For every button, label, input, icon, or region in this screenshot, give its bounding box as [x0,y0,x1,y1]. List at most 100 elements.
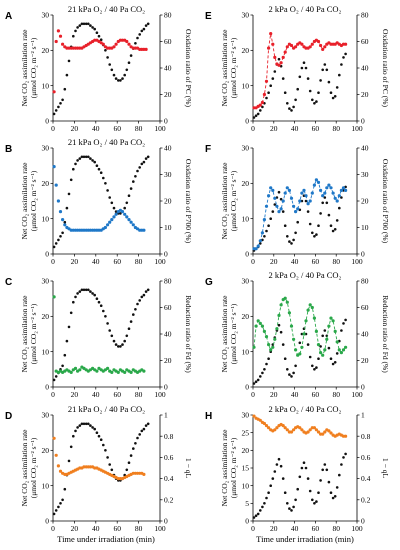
data-point [292,105,295,109]
data-point [339,351,343,355]
data-point [294,348,298,352]
y-tick-label-right: 40 [164,144,172,153]
x-tick-label: 60 [113,124,121,133]
data-point [52,112,56,116]
data-point [306,77,310,80]
data-point [138,166,141,169]
data-point [311,98,314,102]
data-point [285,45,289,49]
data-point [254,324,258,328]
data-point [277,457,281,461]
y-tick-label-right: 0 [164,250,168,259]
series-assimilation [52,155,150,249]
data-point [298,475,302,479]
data-point [341,348,346,352]
data-point [78,368,82,372]
data-point [110,370,114,374]
data-point [300,428,304,432]
data-point [306,210,310,213]
data-point [308,222,312,226]
x-tick-label: 40 [291,390,299,399]
data-point [104,49,107,52]
data-point [95,431,99,435]
y-label-right: Oxidation ratio of PC (%) [381,29,390,107]
data-point [72,434,75,438]
data-point [300,191,304,195]
data-point [112,45,116,49]
data-point [321,201,325,205]
data-point [106,223,110,227]
data-point [273,55,277,60]
data-point [319,79,322,82]
y-tick-label-right: 60 [361,303,369,312]
data-point [300,42,304,46]
data-point [119,212,122,215]
y-label-left: (μmol CO₂ m⁻² s⁻¹) [29,170,38,231]
data-point [252,516,256,519]
y-tick-label-left: 10 [242,481,250,490]
data-point [281,210,285,213]
data-point [335,199,339,203]
data-point [52,295,56,299]
data-point [136,302,139,306]
data-point [69,445,73,449]
data-point [56,199,61,203]
data-point [116,370,120,374]
data-point [69,370,73,374]
data-point [142,427,146,431]
data-point [114,343,118,346]
y-label-left: (μmol CO₂ m⁻² s⁻¹) [229,437,238,498]
panel-title: 2 kPa O₂ / 40 Pa CO₂ [269,270,342,280]
data-point [110,68,114,72]
y-tick-label-left: 30 [42,11,50,20]
series-ratio [252,31,348,110]
data-point [269,484,273,488]
data-point [142,47,146,52]
y-tick-label-left: 0 [45,383,49,392]
y-label-left: Net CO₂ assimilation rate [220,29,229,107]
y-tick-label-right: 0 [361,383,365,392]
x-tick-label: 60 [113,390,121,399]
data-point [93,27,96,31]
data-point [290,509,293,512]
data-point [312,426,316,430]
y-tick-label-right: 20 [361,90,369,99]
y-tick-label-left: 10 [242,81,250,90]
data-point [88,465,92,469]
data-point [89,157,92,160]
data-point [279,330,283,334]
data-point [292,428,296,432]
data-point [82,465,86,469]
data-point [333,196,337,200]
data-point [316,430,321,434]
data-point [294,364,297,368]
data-point [283,296,287,300]
data-point [106,189,109,192]
series-ratio [52,29,148,94]
data-point [125,68,129,72]
data-point [275,204,279,208]
data-point [263,502,266,505]
data-point [80,288,84,292]
x-axis-title-right: Time under irradiation (min) [256,534,354,544]
data-point [93,466,97,470]
y-tick-label-left: 20 [242,312,250,321]
data-point [87,288,90,292]
data-point [283,357,287,361]
data-point [84,22,88,26]
x-tick-label: 100 [351,524,363,533]
y-tick-label-right: 0.4 [164,474,174,483]
data-point [269,84,273,87]
y-tick-label-right: 40 [361,64,369,73]
data-point [142,472,146,476]
y-tick-label-right: 80 [164,277,172,286]
data-point [302,332,306,336]
y-tick-label-right: 60 [164,303,172,312]
x-tick-label: 20 [270,257,278,266]
panel-letter: H [205,411,212,422]
data-point [329,316,333,320]
data-point [267,46,271,50]
data-point [331,191,335,195]
y-tick-label-left: 30 [42,277,50,286]
